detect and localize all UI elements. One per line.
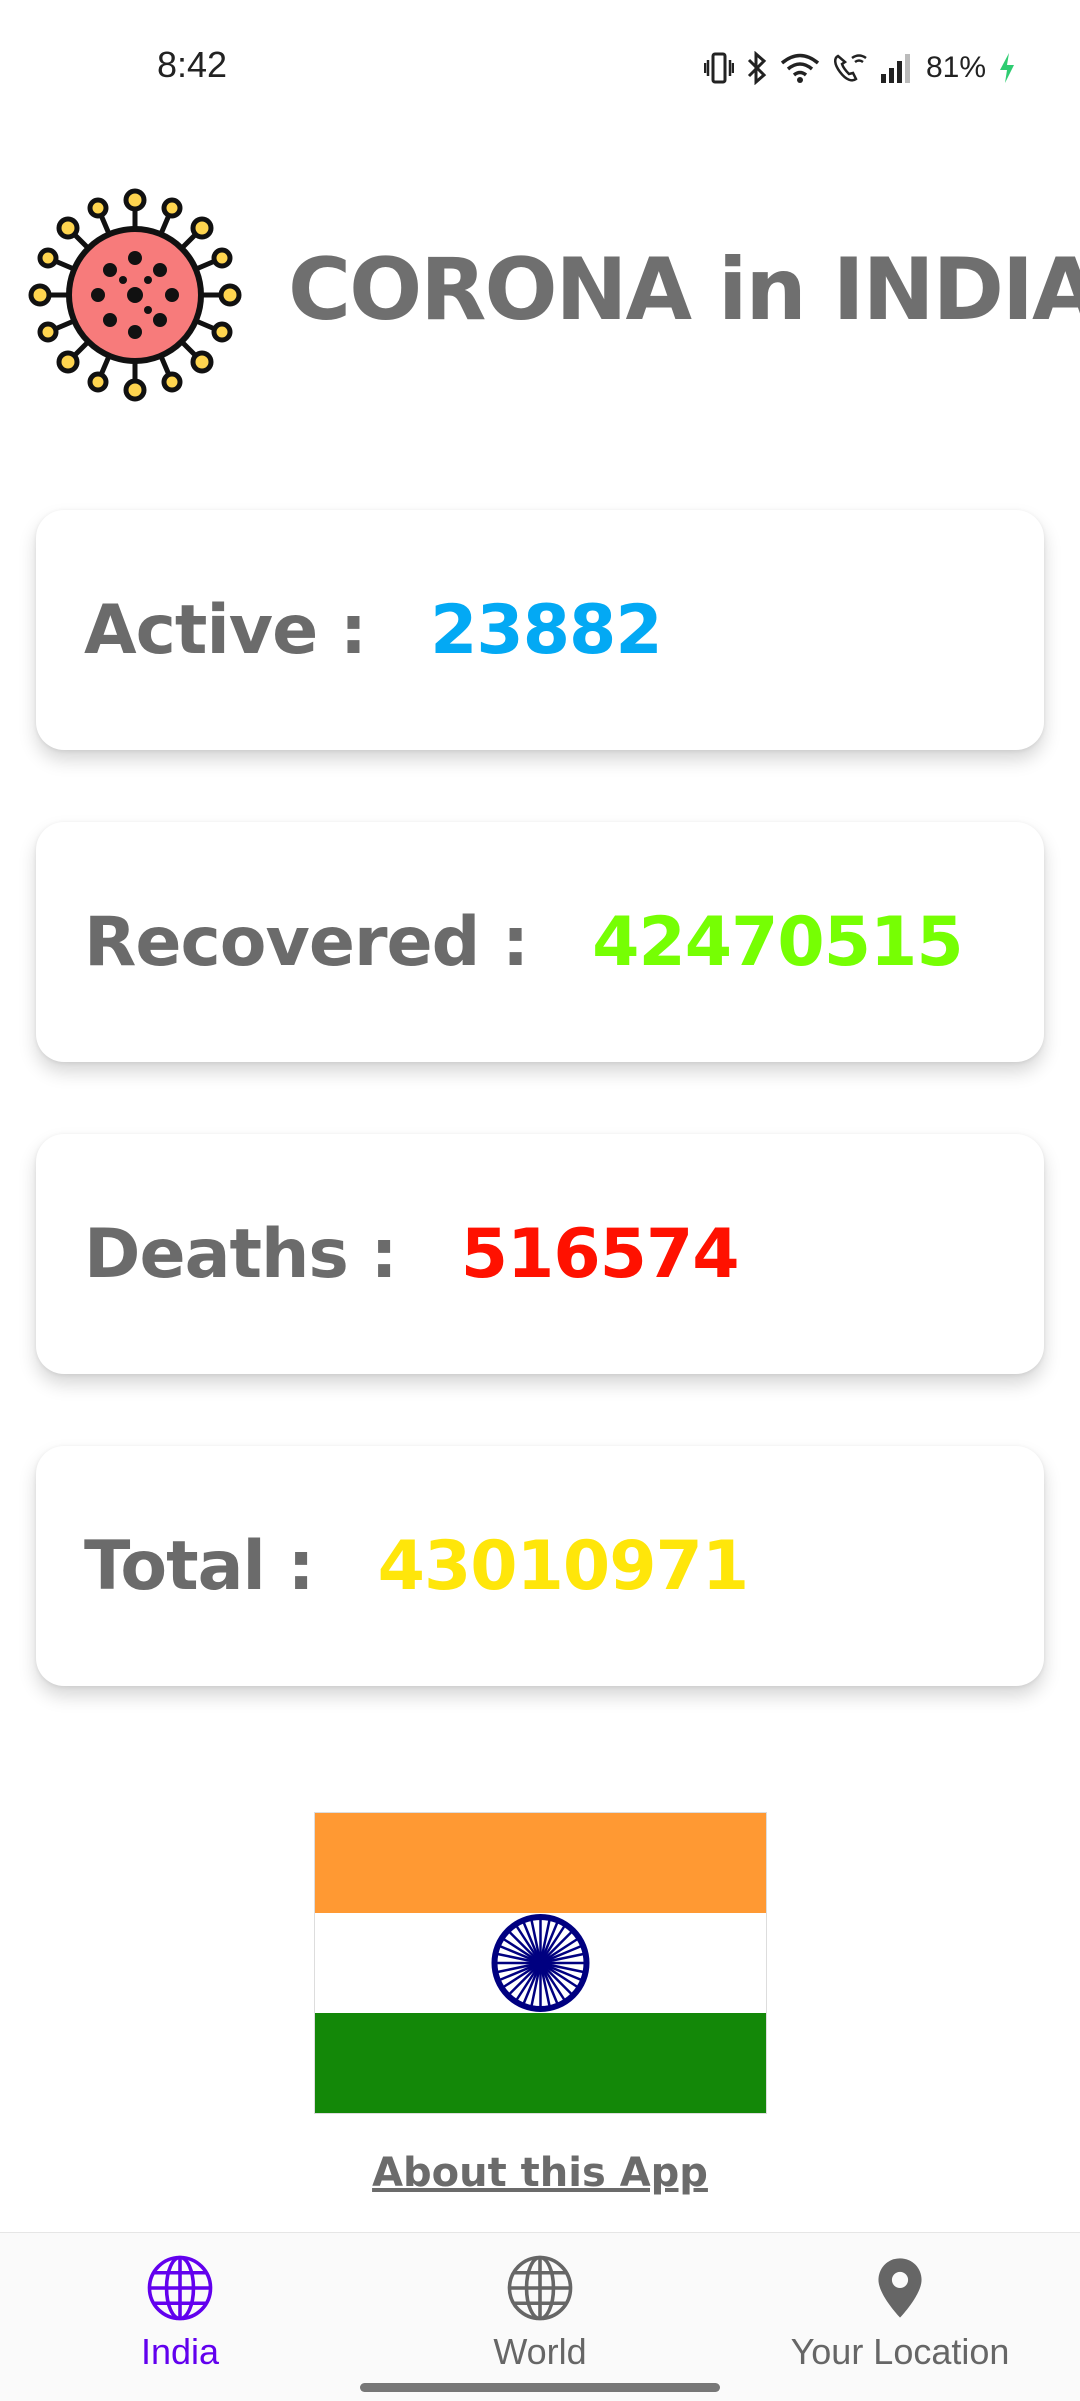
recovered-card: Recovered : 42470515 bbox=[36, 822, 1044, 1062]
deaths-card: Deaths : 516574 bbox=[36, 1134, 1044, 1374]
total-card: Total : 43010971 bbox=[36, 1446, 1044, 1686]
status-bar: 8:42 81% bbox=[0, 0, 1080, 135]
nav-label-your-location: Your Location bbox=[790, 2331, 1010, 2372]
nav-label-world: World bbox=[493, 2331, 587, 2372]
battery-percent: 81% bbox=[925, 51, 986, 84]
virus-icon bbox=[28, 188, 242, 402]
home-indicator[interactable] bbox=[360, 2383, 720, 2392]
active-label: Active : bbox=[84, 590, 367, 670]
vibrate-icon bbox=[703, 52, 734, 84]
nav-label-india: India bbox=[140, 2331, 220, 2372]
deaths-label: Deaths : bbox=[84, 1214, 398, 1294]
recovered-label: Recovered : bbox=[84, 902, 529, 982]
nav-item-your-location[interactable]: Your Location bbox=[770, 2253, 1030, 2373]
bottom-navigation: India World Your Location bbox=[0, 2232, 1080, 2401]
bluetooth-icon bbox=[747, 51, 767, 85]
nav-item-india[interactable]: India bbox=[110, 2253, 250, 2373]
about-app-link[interactable]: About this App bbox=[372, 2150, 708, 2196]
deaths-value: 516574 bbox=[460, 1214, 740, 1294]
recovered-value: 42470515 bbox=[592, 902, 964, 982]
page-title: CORONA in INDIA bbox=[288, 240, 1080, 340]
active-card: Active : 23882 bbox=[36, 510, 1044, 750]
globe-icon bbox=[147, 2255, 213, 2321]
status-time: 8:42 bbox=[157, 44, 228, 85]
battery-charging-icon bbox=[1000, 53, 1014, 83]
wifi-calling-icon bbox=[833, 54, 867, 82]
total-label: Total : bbox=[84, 1526, 315, 1606]
total-value: 43010971 bbox=[377, 1526, 750, 1606]
globe-icon bbox=[507, 2255, 573, 2321]
nav-item-world[interactable]: World bbox=[470, 2253, 610, 2373]
wifi-icon bbox=[780, 53, 820, 83]
location-pin-icon bbox=[878, 2258, 922, 2318]
active-value: 23882 bbox=[430, 590, 663, 670]
india-flag-icon bbox=[314, 1812, 767, 2114]
signal-icon bbox=[880, 54, 910, 83]
status-icons: 81% bbox=[703, 46, 1016, 90]
